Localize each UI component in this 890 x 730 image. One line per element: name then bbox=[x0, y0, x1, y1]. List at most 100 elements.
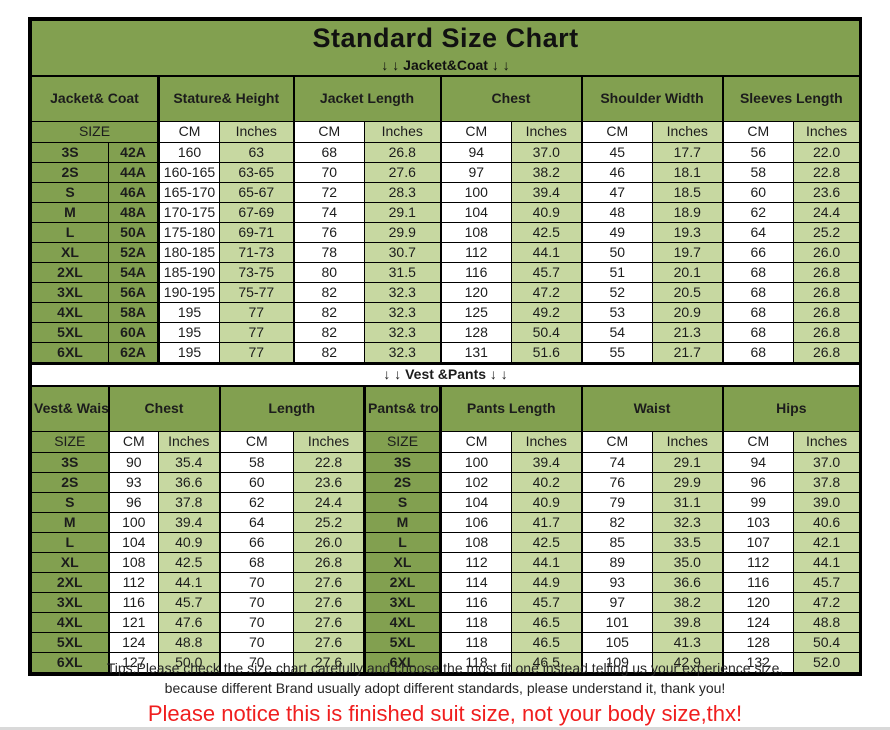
group-header-pants-length: Pants Length bbox=[439, 385, 582, 432]
value-cell: 80 bbox=[292, 262, 365, 283]
unit-header-inches: Inches bbox=[792, 431, 861, 453]
value-cell: 44.1 bbox=[511, 242, 582, 263]
value-cell: 105 bbox=[580, 632, 653, 653]
size-cell: XL bbox=[363, 552, 441, 573]
value-cell: 31.1 bbox=[652, 492, 723, 513]
value-cell: 118 bbox=[439, 632, 512, 653]
value-cell: 82 bbox=[292, 302, 365, 323]
group-header-waist: Waist bbox=[580, 385, 723, 432]
value-cell: 108 bbox=[439, 532, 512, 553]
value-cell: 37.8 bbox=[792, 472, 861, 493]
value-cell: 47 bbox=[580, 182, 653, 203]
value-cell: 18.1 bbox=[652, 162, 723, 183]
size-cell: 2XL bbox=[31, 572, 109, 593]
vest-group-header-row: Vest& Waistcoat Chest Length Pants& trou… bbox=[31, 385, 861, 432]
table-row: 6XL 62A 195 77 82 32.3 131 51.6 55 21.7 68 26.8 bbox=[31, 342, 861, 364]
value-cell: 112 bbox=[721, 552, 794, 573]
value-cell: 112 bbox=[439, 552, 512, 573]
unit-header-cm: CM bbox=[439, 121, 512, 143]
value-cell: 94 bbox=[721, 452, 794, 473]
size-cell: 2S bbox=[363, 472, 441, 493]
table-row: 3XL 116 45.7 70 27.6 3XL 116 45.7 97 38.2 120 47.2 bbox=[31, 592, 861, 613]
value-cell: 121 bbox=[107, 612, 159, 633]
value-cell: 22.8 bbox=[792, 162, 861, 183]
unit-header-inches: Inches bbox=[511, 431, 582, 453]
value-cell: 108 bbox=[439, 222, 512, 243]
size-cell: XL bbox=[31, 552, 109, 573]
table-row: 5XL 124 48.8 70 27.6 5XL 118 46.5 105 41.3 128 50.4 bbox=[31, 632, 861, 653]
value-cell: 21.3 bbox=[652, 322, 723, 343]
group-header-hips: Hips bbox=[721, 385, 861, 432]
value-cell: 50.4 bbox=[511, 322, 582, 343]
value-cell: 99 bbox=[721, 492, 794, 513]
value-cell: 170-175 bbox=[157, 202, 220, 223]
value-cell: 58 bbox=[721, 162, 794, 183]
value-cell: 47.2 bbox=[511, 282, 582, 303]
value-cell: 27.6 bbox=[293, 592, 365, 613]
value-cell: 116 bbox=[439, 262, 512, 283]
size-cell: 2XL bbox=[31, 262, 109, 283]
value-cell: 69-71 bbox=[219, 222, 294, 243]
unit-header-inches: Inches bbox=[158, 431, 220, 453]
value-cell: 67-69 bbox=[219, 202, 294, 223]
size-cell: 5XL bbox=[31, 632, 109, 653]
value-cell: 38.2 bbox=[511, 162, 582, 183]
group-header-vest-chest: Chest bbox=[107, 385, 220, 432]
value-cell: 39.8 bbox=[652, 612, 723, 633]
unit-header-inches: Inches bbox=[652, 121, 723, 143]
size-cell: L bbox=[363, 532, 441, 553]
unit-header-inches: Inches bbox=[792, 121, 861, 143]
value-cell: 104 bbox=[107, 532, 159, 553]
size-cell: L bbox=[31, 222, 109, 243]
value-cell: 93 bbox=[107, 472, 159, 493]
value-cell: 100 bbox=[439, 182, 512, 203]
value-cell: 23.6 bbox=[293, 472, 365, 493]
value-cell: 49.2 bbox=[511, 302, 582, 323]
value-cell: 73-75 bbox=[219, 262, 294, 283]
value-cell: 100 bbox=[107, 512, 159, 533]
tips-line-1: Tips:Please check the size chart careful… bbox=[106, 660, 784, 676]
value-cell: 19.3 bbox=[652, 222, 723, 243]
value-cell: 32.3 bbox=[364, 282, 441, 303]
value-cell: 52.0 bbox=[792, 652, 861, 673]
value-cell: 37.0 bbox=[792, 452, 861, 473]
value-cell: 51 bbox=[580, 262, 653, 283]
jacket-unit-header-row: SIZE CM Inches CM Inches CM Inches CM In… bbox=[31, 121, 861, 143]
value-cell: 44.1 bbox=[511, 552, 582, 573]
size-header-cell: SIZE bbox=[31, 121, 159, 143]
size-cell: XL bbox=[31, 242, 109, 263]
value-cell: 96 bbox=[721, 472, 794, 493]
value-cell: 128 bbox=[721, 632, 794, 653]
value-cell: 128 bbox=[439, 322, 512, 343]
size-cell: 4XL bbox=[31, 302, 109, 323]
value-cell: 24.4 bbox=[792, 202, 861, 223]
value-cell: 64 bbox=[721, 222, 794, 243]
value-cell: 46.5 bbox=[511, 632, 582, 653]
value-cell: 48.8 bbox=[158, 632, 220, 653]
value-cell: 44.9 bbox=[511, 572, 582, 593]
unit-header-cm: CM bbox=[721, 431, 794, 453]
value-cell: 124 bbox=[721, 612, 794, 633]
table-row: L 50A 175-180 69-71 76 29.9 108 42.5 49 19.3 64 25.… bbox=[31, 222, 861, 243]
value-cell: 21.7 bbox=[652, 342, 723, 364]
value-cell: 41.3 bbox=[652, 632, 723, 653]
value-cell: 56 bbox=[721, 142, 794, 163]
value-cell: 40.9 bbox=[158, 532, 220, 553]
value-cell: 42.5 bbox=[511, 532, 582, 553]
value-cell: 44.1 bbox=[792, 552, 861, 573]
value-cell: 45.7 bbox=[792, 572, 861, 593]
value-cell: 103 bbox=[721, 512, 794, 533]
value-cell: 55 bbox=[580, 342, 653, 364]
size-cell: S bbox=[363, 492, 441, 513]
value-cell: 160 bbox=[157, 142, 220, 163]
size-cell: S bbox=[31, 492, 109, 513]
value-cell: 195 bbox=[157, 342, 220, 364]
size-cell: 2S bbox=[31, 162, 109, 183]
value-cell: 112 bbox=[439, 242, 512, 263]
size-cell: 6XL bbox=[363, 652, 441, 673]
table-row: M 48A 170-175 67-69 74 29.1 104 40.9 48 18.9 62 24.… bbox=[31, 202, 861, 223]
value-cell: 72 bbox=[292, 182, 365, 203]
group-header-shoulder-width: Shoulder Width bbox=[580, 75, 723, 122]
value-cell: 94 bbox=[439, 142, 512, 163]
value-cell: 50.4 bbox=[792, 632, 861, 653]
